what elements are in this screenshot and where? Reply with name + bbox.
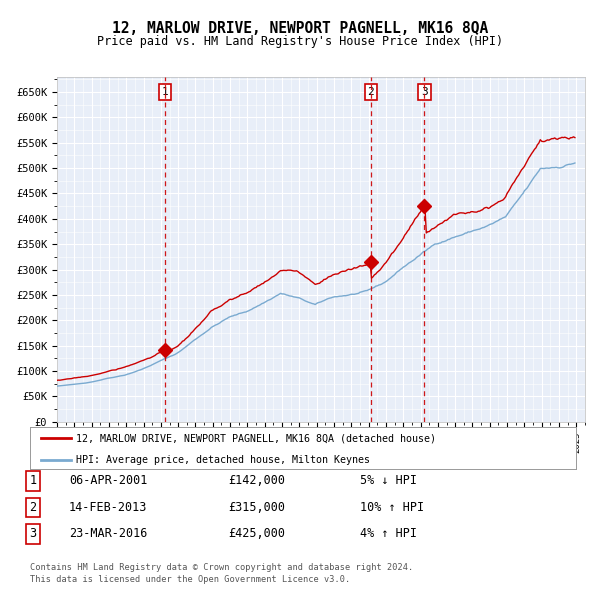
Text: This data is licensed under the Open Government Licence v3.0.: This data is licensed under the Open Gov…	[30, 575, 350, 584]
Text: HPI: Average price, detached house, Milton Keynes: HPI: Average price, detached house, Milt…	[76, 455, 370, 465]
Text: 1: 1	[162, 87, 169, 97]
Text: 1: 1	[29, 474, 37, 487]
Text: £315,000: £315,000	[228, 501, 285, 514]
Text: £425,000: £425,000	[228, 527, 285, 540]
Text: 3: 3	[29, 527, 37, 540]
Text: 12, MARLOW DRIVE, NEWPORT PAGNELL, MK16 8QA (detached house): 12, MARLOW DRIVE, NEWPORT PAGNELL, MK16 …	[76, 434, 436, 444]
Text: 3: 3	[421, 87, 428, 97]
Text: 2: 2	[29, 501, 37, 514]
Text: 5% ↓ HPI: 5% ↓ HPI	[360, 474, 417, 487]
Text: Price paid vs. HM Land Registry's House Price Index (HPI): Price paid vs. HM Land Registry's House …	[97, 35, 503, 48]
Text: 14-FEB-2013: 14-FEB-2013	[69, 501, 148, 514]
Text: 23-MAR-2016: 23-MAR-2016	[69, 527, 148, 540]
Text: 10% ↑ HPI: 10% ↑ HPI	[360, 501, 424, 514]
Text: 06-APR-2001: 06-APR-2001	[69, 474, 148, 487]
Text: 12, MARLOW DRIVE, NEWPORT PAGNELL, MK16 8QA: 12, MARLOW DRIVE, NEWPORT PAGNELL, MK16 …	[112, 21, 488, 35]
Text: 2: 2	[367, 87, 374, 97]
Text: Contains HM Land Registry data © Crown copyright and database right 2024.: Contains HM Land Registry data © Crown c…	[30, 563, 413, 572]
Text: 4% ↑ HPI: 4% ↑ HPI	[360, 527, 417, 540]
Text: £142,000: £142,000	[228, 474, 285, 487]
